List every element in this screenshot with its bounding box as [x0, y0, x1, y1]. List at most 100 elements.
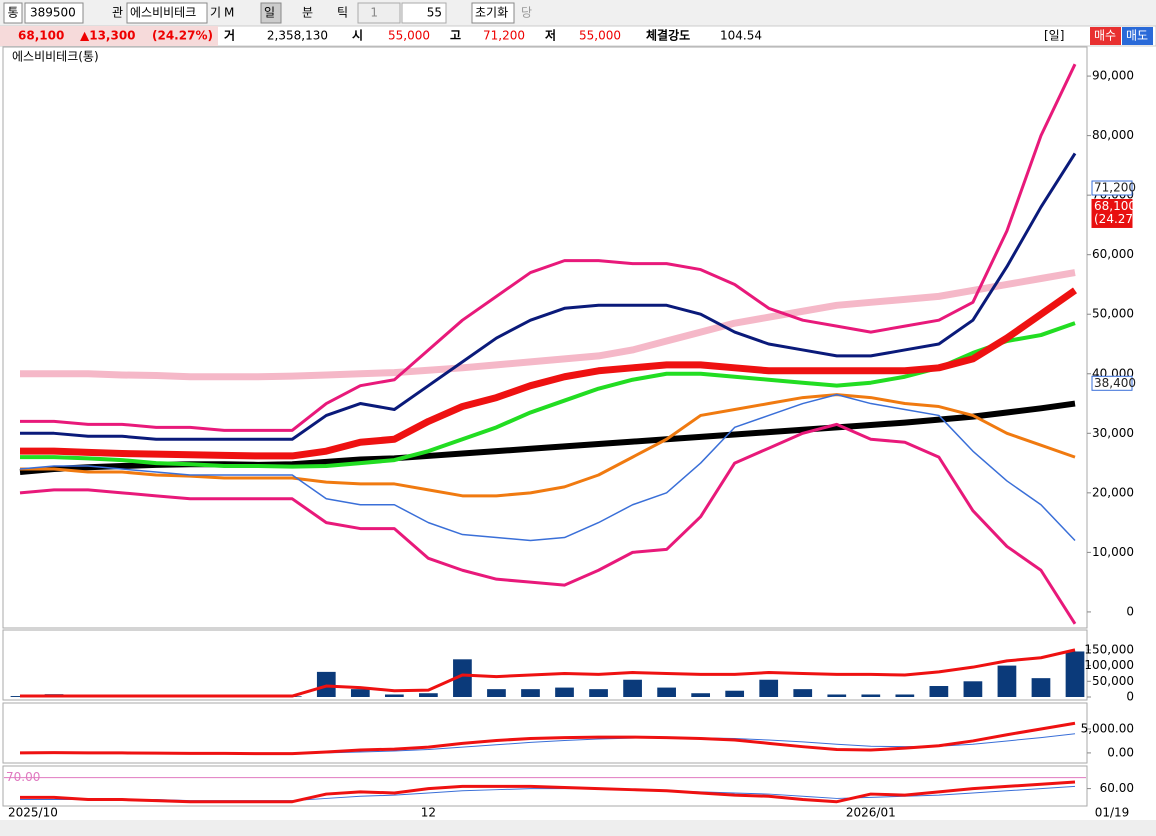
y-tick-label: 20,000 [1092, 485, 1134, 499]
price-tag [1091, 375, 1133, 391]
volume-bar [453, 659, 472, 697]
scrollbar[interactable] [0, 820, 1156, 836]
y-tick-label: 0.00 [1107, 745, 1134, 759]
label: 저 [545, 28, 556, 43]
volume: 2,358,130 [267, 29, 328, 43]
btn-label[interactable]: 기 [210, 6, 221, 20]
btn[interactable] [3, 2, 23, 24]
buy-btn[interactable] [1090, 27, 1121, 45]
price-tag [1091, 180, 1133, 196]
volume-bar [350, 689, 370, 697]
series-line [19, 721, 1076, 756]
name-box [126, 2, 208, 24]
input[interactable] [401, 2, 447, 24]
volume-bar [793, 689, 813, 697]
code[interactable]: 389500 [30, 6, 76, 20]
volume-bar [963, 681, 983, 697]
volume-panel [2, 629, 1088, 701]
btn-label[interactable]: M [224, 6, 234, 20]
y-tick-label: 5,000.00 [1081, 721, 1134, 735]
price-tag-label: 71,200 [1094, 181, 1136, 195]
volume-bar [419, 693, 438, 697]
volume-bar [589, 689, 608, 697]
period: [일] [1044, 29, 1064, 43]
y-tick-label: 80,000 [1092, 128, 1134, 142]
x-tick-label: 2025/10 [8, 806, 58, 820]
price-tag-label: 38,400 [1094, 376, 1136, 390]
input-value[interactable]: 55 [427, 6, 442, 20]
series-line [20, 269, 1076, 381]
y-tick-label: 0 [1126, 604, 1134, 618]
chart-title: 에스비비테크(통) [12, 50, 99, 64]
y-tick-label: 100,000 [1084, 658, 1134, 672]
series-line [20, 63, 1077, 432]
open: 55,000 [388, 29, 430, 43]
rate: (24.27%) [152, 29, 213, 43]
x-tick-label: 2026/01 [846, 806, 896, 820]
last-date: 01/19 [1095, 806, 1130, 820]
price-tag [1091, 198, 1133, 228]
price-tag-label: 68,100 [1094, 199, 1136, 213]
quote-bar [0, 25, 1156, 47]
input-value[interactable]: 1 [370, 6, 378, 20]
y-tick-label: 30,000 [1092, 426, 1134, 440]
label: 고 [450, 29, 461, 43]
series-line [20, 393, 1076, 498]
volume-bar [759, 679, 779, 697]
y-tick-label: 50,000 [1092, 674, 1134, 688]
btn-label[interactable]: 통 [7, 6, 18, 20]
change-tag: (24.27%) [1094, 212, 1149, 226]
btn-label[interactable]: 초기화 [475, 6, 508, 20]
volume-bar [725, 690, 745, 697]
btn-label[interactable]: 분 [302, 6, 313, 20]
input[interactable] [357, 2, 401, 24]
volume-bar [487, 689, 506, 697]
sell-label[interactable]: 매도 [1126, 29, 1148, 43]
btn[interactable] [260, 2, 282, 24]
y-tick-label: 60,000 [1092, 247, 1134, 261]
label: 거 [224, 28, 235, 43]
volume-bar [521, 689, 540, 697]
y-tick-label: 0 [1126, 690, 1134, 704]
label: 시 [352, 29, 363, 43]
btn-label[interactable]: 틱 [337, 6, 348, 20]
y-tick-label: 90,000 [1092, 69, 1134, 83]
series-line [20, 780, 1076, 804]
btn-label[interactable]: 일 [264, 6, 275, 20]
volume-bar [1031, 678, 1051, 697]
price-panel [2, 46, 1088, 629]
btn-label[interactable]: 관 [112, 6, 123, 20]
volume-bar [861, 694, 881, 697]
x-tick-label: 12 [421, 806, 436, 820]
volume-bar [827, 694, 847, 697]
series-line [20, 152, 1077, 441]
ref-label: 70.00 [6, 770, 40, 784]
series-line [19, 422, 1077, 625]
y-tick-label: 60.00 [1100, 781, 1134, 795]
buy-label[interactable]: 매수 [1094, 29, 1116, 43]
rsi-panel [2, 765, 1088, 807]
change: ▲13,300 [80, 29, 136, 43]
volume-bar [895, 694, 915, 697]
volume-bar [623, 679, 642, 697]
volume-bar [555, 687, 574, 697]
sell-btn[interactable] [1122, 27, 1153, 45]
high: 71,200 [483, 29, 525, 43]
price: 68,100 [18, 29, 64, 43]
volume-bar [997, 665, 1017, 697]
low: 55,000 [579, 29, 621, 43]
btn-label[interactable]: 당 [521, 6, 532, 20]
volume-bar [316, 671, 336, 697]
macd-panel [2, 702, 1088, 764]
volume-bar [384, 694, 404, 697]
series-line [20, 648, 1076, 698]
y-tick-label: 150,000 [1084, 642, 1134, 656]
volume-bar [929, 686, 949, 697]
quote-price-bg [0, 26, 218, 46]
strength: 104.54 [720, 29, 762, 43]
code-input[interactable] [24, 2, 84, 24]
btn[interactable] [471, 2, 515, 24]
y-tick-label: 10,000 [1092, 545, 1134, 559]
